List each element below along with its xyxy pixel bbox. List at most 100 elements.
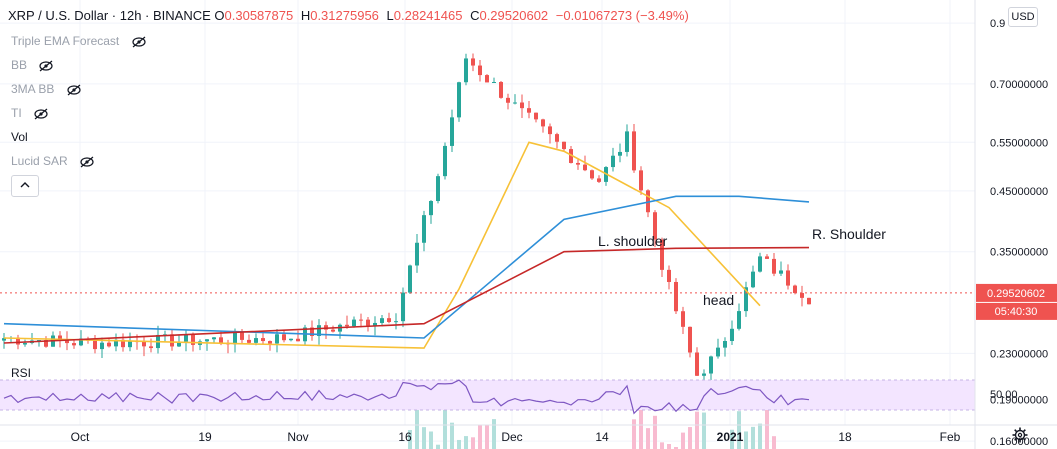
candle-body [443, 145, 447, 177]
chart-annotation: head [703, 292, 734, 308]
close-value: 0.29520602 [479, 8, 549, 23]
volume-bar [436, 444, 440, 449]
indicator-label: BB [11, 58, 28, 72]
eye-crossed-icon[interactable] [33, 108, 49, 120]
candle-body [492, 82, 496, 84]
time-tick-label: 14 [595, 430, 609, 444]
candle-body [688, 326, 692, 353]
candle-body [401, 292, 405, 322]
candle-body [800, 293, 804, 298]
candle-body [765, 256, 769, 259]
candle-body [429, 201, 433, 216]
indicator-ti[interactable]: TI [11, 106, 49, 120]
eye-crossed-icon[interactable] [79, 156, 95, 168]
candle-body [359, 319, 363, 321]
eye-crossed-icon[interactable] [66, 84, 82, 96]
chart-annotation: L. shoulder [598, 233, 668, 249]
countdown-label: 05:40:30 [995, 306, 1038, 318]
candle-body [114, 339, 118, 347]
candle-body [450, 117, 454, 146]
open-label: O [214, 8, 225, 23]
indicator-vol[interactable]: Vol [11, 130, 28, 144]
indicator-bb[interactable]: BB [11, 58, 54, 72]
candle-body [58, 335, 62, 341]
candle-body [394, 321, 398, 323]
candle-body [513, 102, 517, 104]
candle-body [107, 342, 111, 347]
volume-bar [415, 405, 419, 449]
candle-body [219, 337, 223, 343]
gear-icon[interactable] [1011, 426, 1029, 444]
candle-body [408, 265, 412, 293]
indicator-lucid-sar[interactable]: Lucid SAR [11, 154, 95, 168]
price-axis-panel [975, 0, 1057, 449]
volume-bars [408, 402, 776, 449]
candle-body [191, 334, 195, 345]
rsi-line [3, 379, 810, 415]
volume-bar [639, 408, 643, 449]
candle-body [282, 334, 286, 341]
currency-button[interactable]: USD [1008, 7, 1038, 27]
indicator-label: Lucid SAR [11, 154, 68, 168]
volume-bar [702, 412, 706, 449]
price-tick-label: 0.70000000 [990, 79, 1048, 91]
indicator-triple-ema[interactable]: Triple EMA Forecast [11, 34, 147, 48]
price-tick-label: 0.16000000 [990, 436, 1048, 448]
candle-body [205, 339, 209, 342]
candle-body [387, 318, 391, 323]
volume-bar [429, 431, 433, 449]
time-tick-label: 19 [198, 430, 212, 444]
candle-body [331, 329, 335, 332]
current-price-badge [976, 283, 1057, 302]
candle-body [590, 170, 594, 179]
eye-crossed-icon[interactable] [131, 36, 147, 48]
volume-bar [674, 446, 678, 449]
candle-body [37, 340, 41, 342]
collapse-indicators-button[interactable] [11, 175, 39, 197]
candle-body [597, 178, 601, 182]
volume-bar [730, 429, 734, 449]
countdown-badge [976, 302, 1057, 320]
rsi-label: RSI [11, 366, 31, 380]
candle-body [758, 256, 762, 272]
candle-body [485, 75, 489, 83]
chart-header: XRP / U.S. Dollar · 12h · BINANCE O0.305… [8, 8, 693, 23]
candle-body [527, 108, 531, 113]
candle-body [534, 112, 538, 120]
candle-body [709, 356, 713, 374]
low-value: 0.28241465 [393, 8, 463, 23]
candle-body [317, 325, 321, 336]
indicator-label: TI [11, 106, 22, 120]
price-tick-label: 0.19000000 [990, 395, 1048, 407]
candle-body [744, 287, 748, 312]
volume-bar [695, 411, 699, 449]
volume-bar [688, 427, 692, 449]
time-tick-label: Feb [940, 430, 961, 444]
candle-body [632, 131, 636, 171]
candle-body [240, 332, 244, 340]
volume-bar [471, 437, 475, 449]
candle-body [72, 343, 76, 346]
eye-crossed-icon[interactable] [38, 60, 54, 72]
candle-body [723, 341, 727, 348]
candle-body [674, 281, 678, 312]
candle-body [499, 82, 503, 98]
price-tick-label: 0.35000000 [990, 247, 1048, 259]
open-value: 0.30587875 [224, 8, 294, 23]
chevron-up-icon [20, 182, 30, 188]
candle-body [772, 258, 776, 274]
candle-body [464, 58, 468, 83]
candle-body [660, 239, 664, 270]
candle-body [471, 58, 475, 66]
candle-body [625, 131, 629, 152]
volume-bar [765, 402, 769, 449]
candle-body [149, 346, 153, 349]
candle-body [436, 176, 440, 202]
volume-bar [751, 426, 755, 449]
candle-body [44, 340, 48, 347]
volume-bar [681, 432, 685, 449]
indicator-3ma-bb[interactable]: 3MA BB [11, 82, 82, 96]
candle-body [254, 338, 258, 343]
price-tick-label: 0.55000000 [990, 137, 1048, 149]
